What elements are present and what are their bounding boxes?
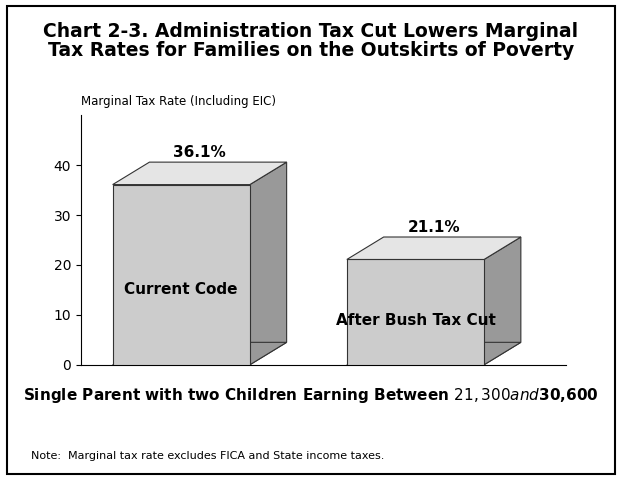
Text: After Bush Tax Cut: After Bush Tax Cut xyxy=(335,313,495,328)
Polygon shape xyxy=(113,162,287,185)
Bar xyxy=(113,185,250,365)
Text: 36.1%: 36.1% xyxy=(174,144,226,160)
Polygon shape xyxy=(484,237,521,365)
Text: Current Code: Current Code xyxy=(124,282,238,297)
Bar xyxy=(347,260,484,365)
Polygon shape xyxy=(347,237,521,260)
Polygon shape xyxy=(347,342,521,365)
Text: Note:  Marginal tax rate excludes FICA and State income taxes.: Note: Marginal tax rate excludes FICA an… xyxy=(31,451,384,461)
Text: Single Parent with two Children Earning Between $21,300 and $30,600: Single Parent with two Children Earning … xyxy=(23,386,599,406)
Text: Chart 2-3. Administration Tax Cut Lowers Marginal: Chart 2-3. Administration Tax Cut Lowers… xyxy=(44,22,578,41)
Text: Tax Rates for Families on the Outskirts of Poverty: Tax Rates for Families on the Outskirts … xyxy=(48,41,574,60)
Polygon shape xyxy=(113,342,287,365)
Text: 21.1%: 21.1% xyxy=(407,219,460,235)
Polygon shape xyxy=(250,162,287,365)
Text: Marginal Tax Rate (Including EIC): Marginal Tax Rate (Including EIC) xyxy=(81,95,276,108)
